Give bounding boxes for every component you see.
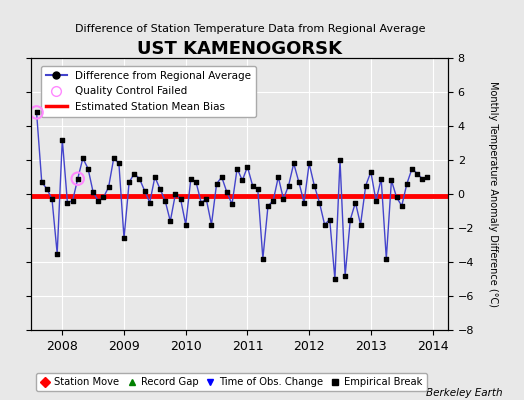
Point	[110, 155, 118, 162]
Point	[305, 160, 313, 166]
Point	[367, 169, 375, 175]
Point	[423, 174, 432, 180]
Point	[387, 177, 396, 184]
Point	[53, 250, 61, 257]
Point	[125, 179, 133, 185]
Point	[413, 170, 421, 177]
Point	[392, 194, 401, 201]
Point	[135, 176, 144, 182]
Point	[336, 157, 344, 163]
Point	[187, 176, 195, 182]
Point	[38, 179, 46, 185]
Point	[320, 222, 329, 228]
Point	[73, 176, 82, 182]
Point	[362, 182, 370, 189]
Point	[418, 176, 427, 182]
Point	[243, 164, 252, 170]
Point	[356, 222, 365, 228]
Point	[79, 155, 87, 162]
Point	[32, 109, 41, 116]
Point	[181, 222, 190, 228]
Point	[285, 182, 293, 189]
Point	[254, 186, 262, 192]
Point	[161, 198, 169, 204]
Point	[42, 186, 51, 192]
Point	[377, 176, 385, 182]
Point	[274, 174, 282, 180]
Point	[120, 235, 128, 241]
Point	[69, 198, 77, 204]
Point	[192, 179, 200, 185]
Point	[84, 165, 92, 172]
Point	[290, 160, 298, 166]
Title: UST KAMENOGORSK: UST KAMENOGORSK	[137, 40, 342, 58]
Point	[208, 222, 216, 228]
Point	[351, 199, 359, 206]
Point	[408, 165, 416, 172]
Point	[269, 198, 277, 204]
Point	[48, 196, 56, 202]
Point	[341, 272, 350, 279]
Point	[171, 191, 180, 197]
Point	[89, 189, 97, 196]
Point	[151, 174, 159, 180]
Point	[300, 199, 308, 206]
Point	[99, 194, 107, 201]
Point	[202, 196, 211, 202]
Point	[73, 176, 82, 182]
Point	[259, 255, 267, 262]
Point	[104, 184, 113, 190]
Point	[325, 216, 334, 223]
Point	[228, 201, 236, 207]
Point	[212, 181, 221, 187]
Point	[177, 196, 185, 202]
Point	[238, 177, 246, 184]
Point	[398, 203, 406, 209]
Point	[146, 199, 154, 206]
Text: Berkeley Earth: Berkeley Earth	[427, 388, 503, 398]
Point	[156, 186, 164, 192]
Y-axis label: Monthly Temperature Anomaly Difference (°C): Monthly Temperature Anomaly Difference (…	[488, 81, 498, 307]
Point	[346, 216, 355, 223]
Point	[94, 198, 103, 204]
Point	[140, 187, 149, 194]
Point	[248, 182, 257, 189]
Point	[264, 203, 272, 209]
Point	[315, 199, 324, 206]
Point	[294, 179, 303, 185]
Point	[233, 165, 242, 172]
Point	[310, 182, 319, 189]
Point	[223, 189, 231, 196]
Point	[166, 218, 174, 224]
Point	[32, 109, 41, 116]
Text: Difference of Station Temperature Data from Regional Average: Difference of Station Temperature Data f…	[75, 24, 425, 34]
Point	[115, 160, 123, 166]
Point	[382, 255, 390, 262]
Point	[63, 199, 72, 206]
Point	[58, 136, 67, 143]
Point	[130, 170, 138, 177]
Point	[331, 276, 339, 282]
Legend: Station Move, Record Gap, Time of Obs. Change, Empirical Break: Station Move, Record Gap, Time of Obs. C…	[37, 373, 427, 391]
Point	[217, 174, 226, 180]
Point	[402, 181, 411, 187]
Point	[279, 196, 288, 202]
Point	[372, 198, 380, 204]
Point	[197, 199, 205, 206]
Legend: Difference from Regional Average, Quality Control Failed, Estimated Station Mean: Difference from Regional Average, Qualit…	[41, 66, 256, 117]
